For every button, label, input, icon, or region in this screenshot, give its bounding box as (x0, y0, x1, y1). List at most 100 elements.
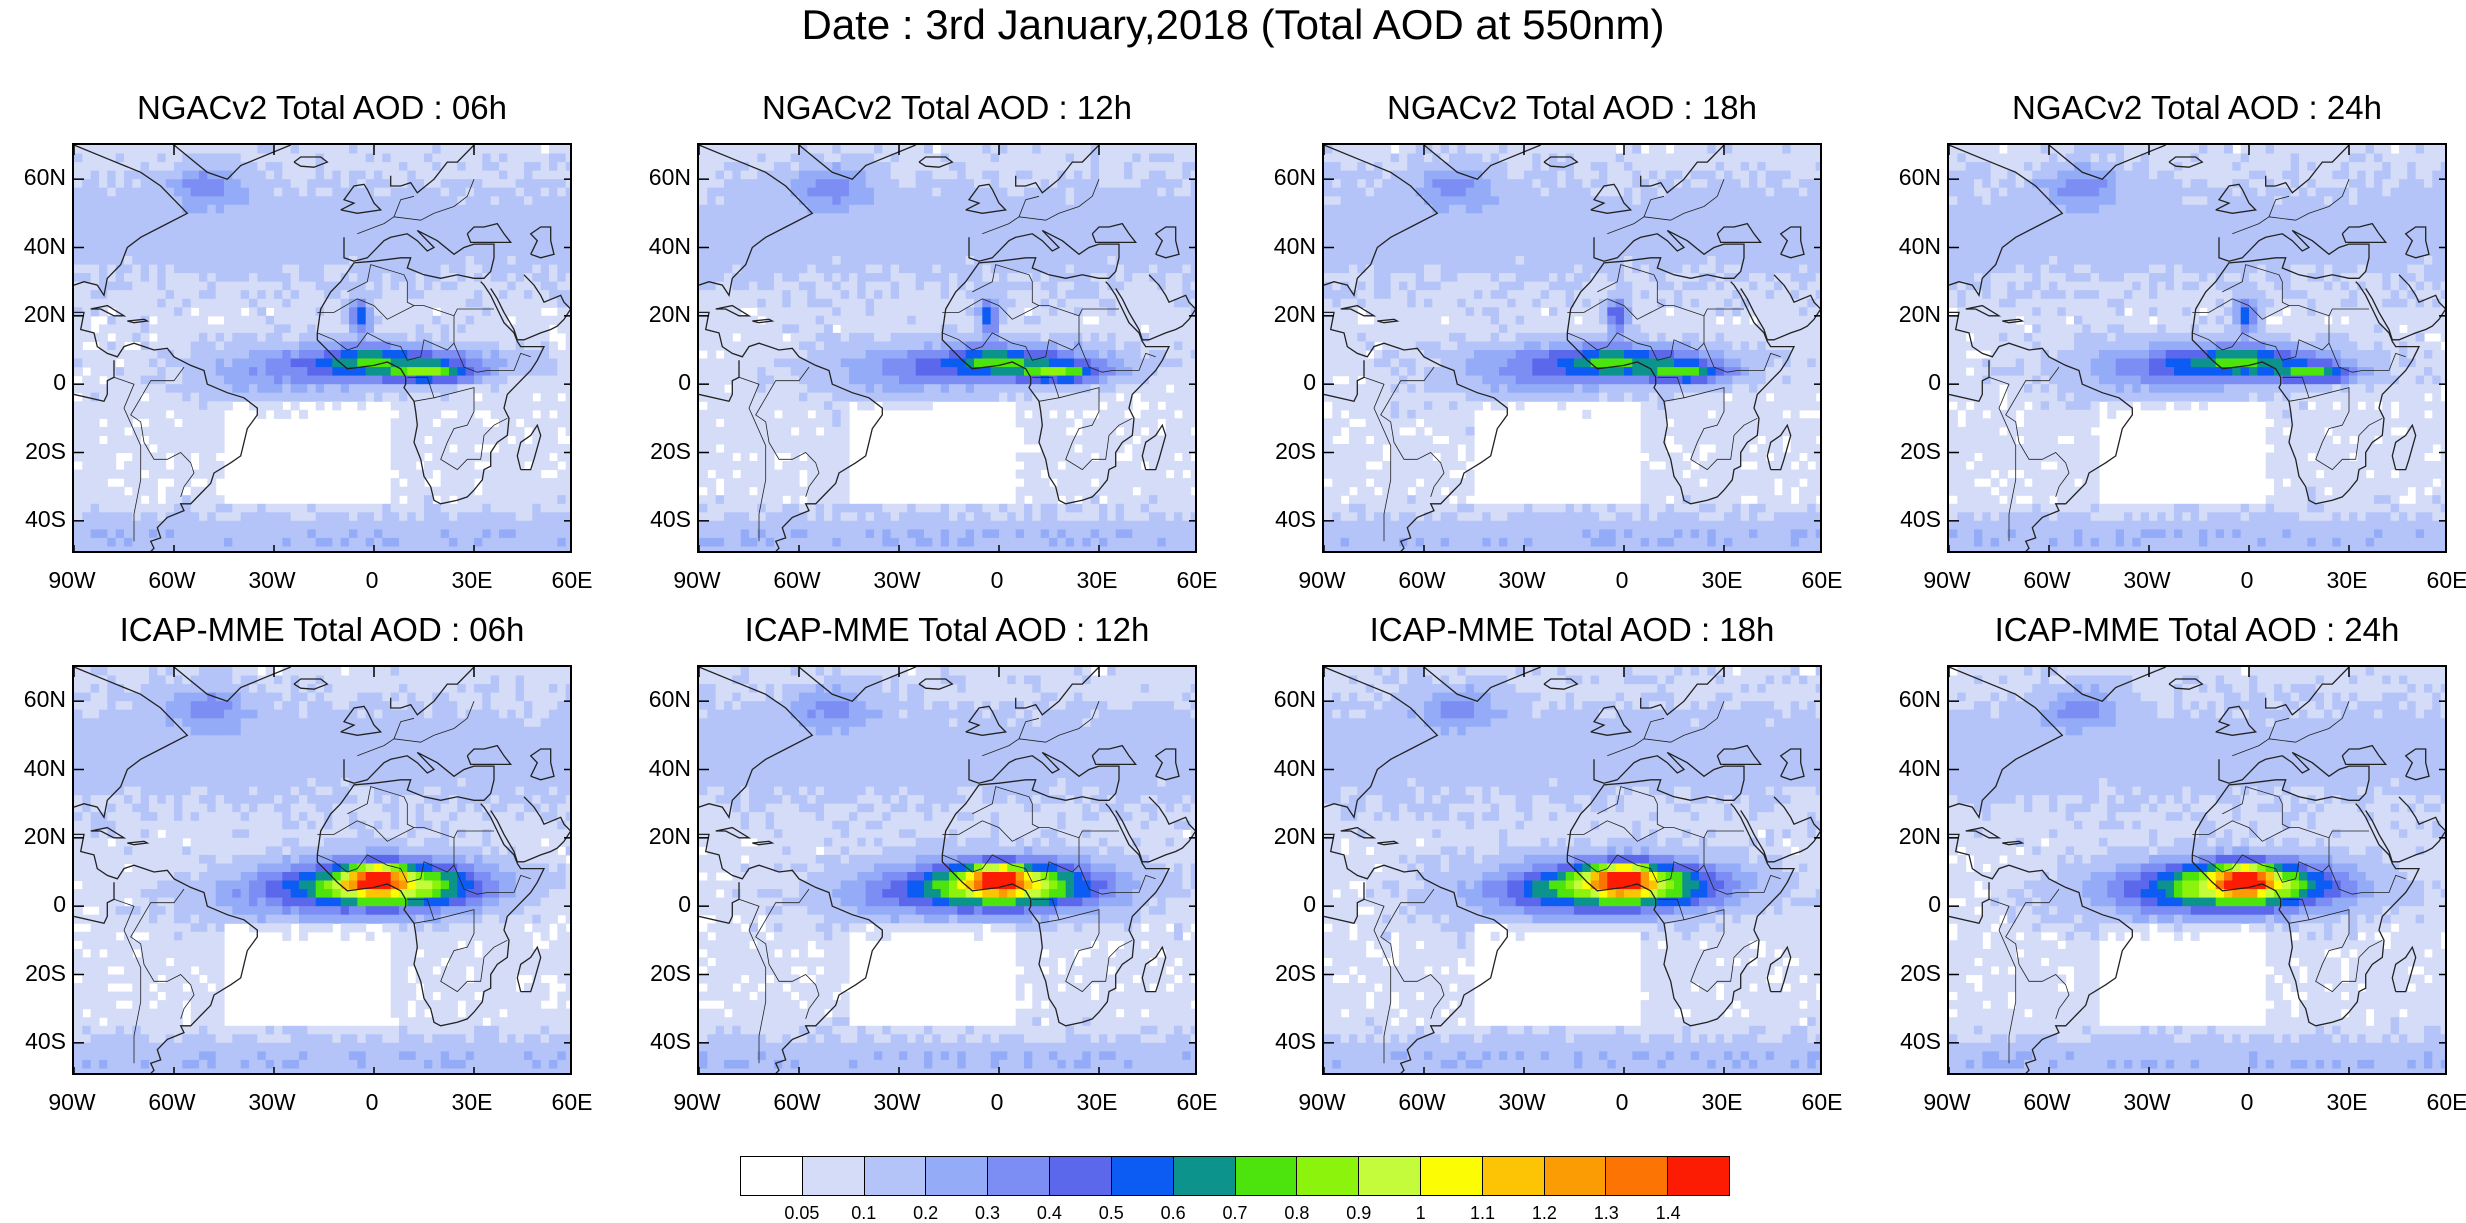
lat-tick-label: 20N (1881, 825, 1941, 848)
lat-tick-label: 0 (6, 893, 66, 916)
lon-tick-label: 90W (1907, 1091, 1987, 1114)
lon-tick-label: 30E (1682, 1091, 1762, 1114)
lon-tick-label: 30E (432, 1091, 512, 1114)
lat-tick-label: 40N (1881, 235, 1941, 258)
aod-field (1324, 145, 1822, 553)
colorbar-label: 0.8 (1267, 1204, 1327, 1222)
lon-tick-label: 90W (32, 569, 112, 592)
lat-tick-label: 40S (631, 508, 691, 531)
panel-title: NGACv2 Total AOD : 18h (1322, 91, 1822, 124)
lat-tick-label: 20N (1881, 303, 1941, 326)
aod-map (1947, 665, 2447, 1075)
lon-tick-label: 30W (2107, 569, 2187, 592)
colorbar-swatch (1545, 1157, 1607, 1195)
lat-tick-label: 60N (1881, 688, 1941, 711)
lon-tick-label: 30E (2307, 1091, 2387, 1114)
lon-tick-label: 60E (1157, 569, 1237, 592)
lon-tick-label: 60W (1382, 1091, 1462, 1114)
aod-map (1322, 665, 1822, 1075)
lat-tick-label: 40S (6, 1030, 66, 1053)
lon-tick-label: 0 (957, 1091, 1037, 1114)
lat-tick-label: 40N (1256, 757, 1316, 780)
lat-tick-label: 40N (6, 235, 66, 258)
lat-tick-label: 40N (6, 757, 66, 780)
lat-tick-label: 20S (631, 962, 691, 985)
colorbar-swatch (1174, 1157, 1236, 1195)
panel-title: NGACv2 Total AOD : 06h (72, 91, 572, 124)
colorbar-label: 0.1 (834, 1204, 894, 1222)
lon-tick-label: 0 (957, 569, 1037, 592)
lat-tick-label: 60N (631, 688, 691, 711)
lat-tick-label: 0 (6, 371, 66, 394)
lon-tick-label: 60E (1782, 1091, 1862, 1114)
panel-title: ICAP-MME Total AOD : 18h (1322, 613, 1822, 646)
panel-title: NGACv2 Total AOD : 12h (697, 91, 1197, 124)
colorbar-swatch (1483, 1157, 1545, 1195)
colorbar-swatch (988, 1157, 1050, 1195)
lon-tick-label: 90W (657, 1091, 737, 1114)
lon-tick-label: 60E (1157, 1091, 1237, 1114)
lat-tick-label: 0 (1881, 893, 1941, 916)
aod-map (72, 665, 572, 1075)
lat-tick-label: 0 (1256, 371, 1316, 394)
aod-map (1322, 143, 1822, 553)
colorbar-label: 1 (1391, 1204, 1451, 1222)
lon-tick-label: 30W (857, 1091, 937, 1114)
colorbar-swatch (1050, 1157, 1112, 1195)
lat-tick-label: 0 (1881, 371, 1941, 394)
colorbar-label: 0.4 (1019, 1204, 1079, 1222)
aod-map-svg (1324, 145, 1822, 553)
colorbar-label: 1.3 (1576, 1204, 1636, 1222)
lat-tick-label: 40N (1881, 757, 1941, 780)
lat-tick-label: 40S (6, 508, 66, 531)
lat-tick-label: 40N (631, 757, 691, 780)
lon-tick-label: 60W (757, 1091, 837, 1114)
aod-map-svg (1949, 145, 2447, 553)
lon-tick-label: 90W (1282, 1091, 1362, 1114)
lat-tick-label: 60N (631, 166, 691, 189)
lon-tick-label: 0 (332, 569, 412, 592)
colorbar-swatch (741, 1157, 803, 1195)
lat-tick-label: 40S (1881, 1030, 1941, 1053)
lon-tick-label: 60E (2407, 1091, 2466, 1114)
lon-tick-label: 30W (232, 569, 312, 592)
lat-tick-label: 20S (1256, 440, 1316, 463)
aod-map-svg (74, 667, 572, 1075)
lat-tick-label: 60N (1881, 166, 1941, 189)
lon-tick-label: 30W (857, 569, 937, 592)
lon-tick-label: 30E (432, 569, 512, 592)
aod-colorbar (740, 1156, 1730, 1196)
lat-tick-label: 0 (1256, 893, 1316, 916)
colorbar-label: 1.2 (1514, 1204, 1574, 1222)
aod-field (699, 145, 1197, 553)
lon-tick-label: 30E (1057, 1091, 1137, 1114)
lon-tick-label: 0 (2207, 1091, 2287, 1114)
colorbar-label: 0.5 (1081, 1204, 1141, 1222)
lon-tick-label: 30E (1057, 569, 1137, 592)
lon-tick-label: 60E (1782, 569, 1862, 592)
lon-tick-label: 0 (1582, 1091, 1662, 1114)
lon-tick-label: 30W (2107, 1091, 2187, 1114)
lon-tick-label: 0 (2207, 569, 2287, 592)
aod-map (697, 665, 1197, 1075)
lon-tick-label: 30W (232, 1091, 312, 1114)
lat-tick-label: 40S (1881, 508, 1941, 531)
lat-tick-label: 40N (1256, 235, 1316, 258)
lon-tick-label: 30E (2307, 569, 2387, 592)
lon-tick-label: 60W (2007, 569, 2087, 592)
lon-tick-label: 60W (757, 569, 837, 592)
lon-tick-label: 60E (532, 1091, 612, 1114)
colorbar-swatch (1236, 1157, 1298, 1195)
lat-tick-label: 20N (6, 825, 66, 848)
lon-tick-label: 60W (132, 569, 212, 592)
colorbar-label: 0.3 (958, 1204, 1018, 1222)
colorbar-swatch (926, 1157, 988, 1195)
aod-field (74, 667, 572, 1075)
aod-map-svg (699, 667, 1197, 1075)
lon-tick-label: 30W (1482, 1091, 1562, 1114)
aod-map (1947, 143, 2447, 553)
